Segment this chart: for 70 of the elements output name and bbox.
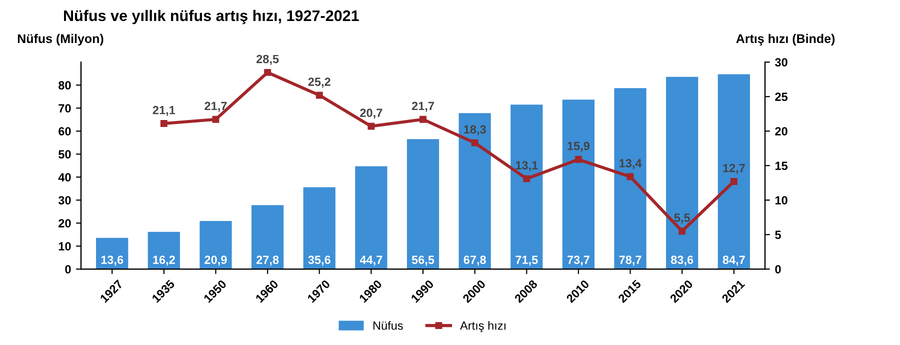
data-label: 28,5 (256, 54, 279, 65)
y2-axis-title: Artış hızı (Binde) (736, 34, 835, 46)
y-tick-label: 20 (58, 219, 71, 228)
data-label: 71,5 (516, 256, 538, 266)
point (574, 156, 582, 163)
y2-tick-label: 0 (775, 265, 781, 274)
y-tick-label: 0 (65, 265, 71, 274)
data-label: 25,2 (308, 78, 330, 88)
data-label: 73,7 (567, 256, 590, 266)
y-tick-label: 60 (58, 127, 71, 136)
bar (562, 100, 595, 270)
bar (666, 76, 698, 270)
data-label: 5,5 (674, 214, 690, 224)
bar (614, 88, 646, 270)
data-label: 13,6 (101, 256, 124, 266)
y2-tick-label: 20 (775, 127, 788, 136)
bar (510, 104, 543, 270)
data-label: 21,1 (152, 106, 176, 116)
point (626, 173, 634, 180)
data-label: 15,9 (568, 142, 590, 152)
point (523, 175, 530, 182)
y-tick-label: 10 (58, 242, 71, 250)
y2-tick-label: 30 (774, 58, 788, 67)
y-tick-label: 70 (58, 104, 71, 112)
data-label: 18,3 (464, 125, 486, 136)
y-axis-title: Nüfus (Milyon) (18, 34, 104, 46)
point (212, 116, 220, 123)
bar (718, 74, 750, 270)
chart-title: Nüfus ve yıllık nüfus artış hızı, 1927-2021 (64, 10, 359, 24)
bar (303, 187, 336, 270)
y-tick-label: 40 (58, 173, 71, 182)
point (368, 122, 375, 130)
point (420, 116, 426, 123)
bar (355, 166, 388, 270)
point (471, 139, 478, 146)
legend-label: Nüfus (373, 321, 403, 330)
bar (458, 113, 491, 270)
bar (406, 139, 440, 270)
data-label: 13,1 (516, 161, 538, 172)
point (730, 178, 738, 185)
y2-tick-label: 25 (775, 92, 788, 101)
y-tick-label: 30 (58, 196, 71, 205)
bar (251, 205, 284, 270)
data-label: 44,7 (360, 256, 382, 266)
y-tick-label: 80 (58, 81, 71, 90)
bar (200, 221, 232, 270)
y-tick-label: 50 (58, 150, 71, 158)
point (678, 228, 686, 235)
data-label: 78,7 (619, 256, 642, 266)
data-label: 12,7 (723, 164, 745, 174)
data-label: 16,2 (153, 256, 175, 266)
data-label: 13,4 (620, 159, 642, 170)
data-label: 83,6 (670, 256, 694, 266)
data-label: 21,7 (412, 102, 434, 112)
point (264, 68, 272, 76)
data-label: 27,8 (256, 256, 279, 266)
y2-tick-label: 5 (775, 230, 781, 239)
data-label: 21,7 (204, 102, 227, 112)
point (160, 120, 168, 127)
legend-label: Artış hızı (460, 321, 506, 332)
y2-tick-label: 10 (775, 196, 788, 204)
data-label: 20,7 (360, 108, 382, 119)
data-label: 20,9 (204, 256, 227, 266)
y2-tick-label: 15 (775, 162, 788, 170)
data-label: 56,5 (412, 256, 434, 266)
data-label: 35,6 (308, 256, 330, 266)
data-label: 67,8 (464, 256, 486, 266)
bar (148, 232, 180, 270)
point (316, 92, 323, 99)
data-label: 84,7 (722, 256, 745, 266)
